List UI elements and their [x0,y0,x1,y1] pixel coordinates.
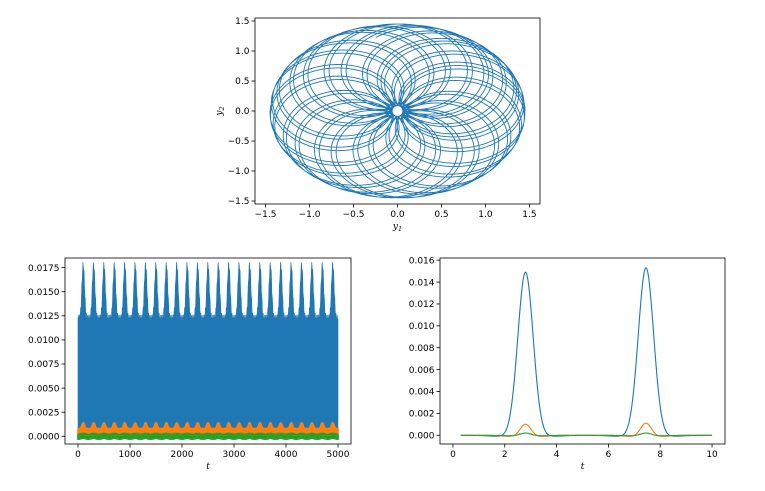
long-time-series-panel: 0 1000 2000 3000 4000 5000 0.0000 0.0025 0.0050… [28,257,352,472]
y-tick-label: 0.0150 [28,288,60,298]
x-tick-label: 0.5 [434,210,448,220]
phase-portrait-y-label: y2 [215,106,226,116]
x-tick-label: 6 [606,450,612,460]
y-tick-label: 1.0 [235,47,250,57]
x-tick-label: 0.0 [390,210,405,220]
x-tick-label: 10 [706,450,718,460]
short-time-series-panel: 0 2 4 6 8 10 0.0000.0020.0040.0060.0080.0100.… [409,256,726,472]
y-tick-label: 0.010 [409,322,435,332]
x-tick-label: 2000 [171,450,194,460]
phase-portrait-y-ticks: −1.5 −1.0 −0.5 0.0 0.5 1.0 1.5 [228,17,255,207]
x-tick-label: −1.5 [255,210,277,220]
y-tick-label: 0.0025 [28,408,60,418]
series-green-band [77,432,339,440]
y-tick-label: 0.0175 [28,264,60,274]
phase-portrait-plot [269,23,526,199]
y-tick-label: 0.012 [409,300,435,310]
y-tick-label: 0.002 [409,410,435,420]
long-time-series-x-ticks: 0 1000 2000 3000 4000 5000 [75,444,350,460]
short-time-series-plot [460,267,713,437]
phase-portrait-curve [269,23,526,199]
x-tick-label: 8 [657,450,663,460]
y-tick-label: 1.5 [235,17,249,27]
series-green-line [460,432,713,437]
x-tick-label: −0.5 [343,210,365,220]
y-tick-label: 0.5 [235,77,249,87]
x-tick-label: −1.0 [299,210,321,220]
y-tick-label: 0.016 [409,256,435,266]
x-tick-label: 1.5 [522,210,536,220]
series-blue-line [460,267,713,437]
y-tick-label: 0.008 [409,344,435,354]
y-tick-label: 0.0100 [28,336,60,346]
y-tick-label: 0.004 [409,388,435,398]
x-tick-label: 5000 [327,450,350,460]
short-time-series-frame [439,257,726,445]
long-time-series-x-label: t [206,462,210,472]
y-tick-label: 0.0050 [28,384,60,394]
y-tick-label: 0.0000 [28,432,60,442]
phase-portrait-x-ticks: −1.5 −1.0 −0.5 0.0 0.5 1.0 1.5 [255,204,537,220]
y-tick-label: −1.5 [228,197,250,207]
x-tick-label: 3000 [223,450,246,460]
y-tick-label: 0.0125 [28,312,60,322]
y-tick-label: 0.0 [235,107,250,117]
short-time-series-x-ticks: 0 2 4 6 8 10 [450,444,718,460]
x-tick-label: 4 [554,450,560,460]
phase-portrait-center-hole [392,106,403,116]
x-tick-label: 0 [75,450,81,460]
long-time-series-frame [64,257,352,445]
x-tick-label: 0 [450,450,456,460]
x-tick-label: 2 [502,450,508,460]
y-tick-label: −0.5 [228,137,250,147]
y-tick-label: 0.006 [409,366,435,376]
y-tick-label: −1.0 [228,167,250,177]
y-tick-label: 0.000 [409,431,435,441]
series-blue-band [77,262,339,437]
phase-portrait-panel: −1.5 −1.0 −0.5 0.0 0.5 1.0 1.5 −1.5 −1.0 −0.5 0.0… [215,17,541,233]
phase-portrait-x-label: y1 [392,222,402,233]
series-orange-line [460,422,713,437]
long-time-series-y-ticks: 0.0000 0.0025 0.0050 0.0075 0.0100 0.0125 0.01… [28,264,65,442]
short-time-series-y-ticks: 0.000 0.002 0.004 0.006 0.008 0.010 0.012 0.014… [409,256,440,441]
x-tick-label: 1.0 [478,210,493,220]
x-tick-label: 1000 [119,450,142,460]
y-tick-label: 0.014 [409,278,435,288]
x-tick-label: 4000 [275,450,298,460]
short-time-series-x-label: t [581,462,585,472]
long-time-series-plot [77,262,339,440]
y-tick-label: 0.0075 [28,360,60,370]
